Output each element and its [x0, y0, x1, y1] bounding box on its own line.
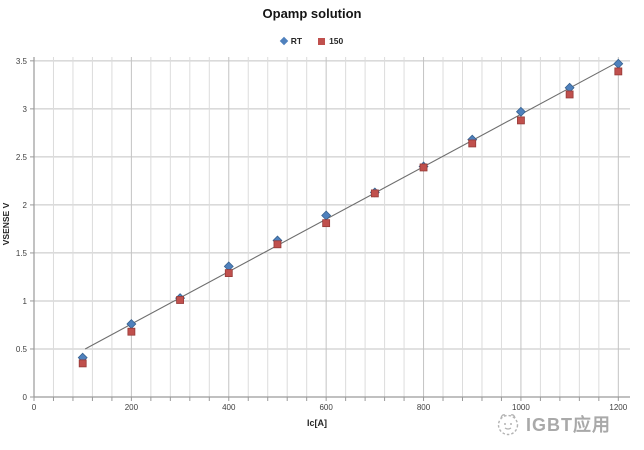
data-point-rt[interactable] — [515, 106, 526, 117]
y-tick-label: 1 — [23, 297, 28, 306]
y-tick-label: 0.5 — [16, 345, 28, 354]
y-tick-label: 2 — [23, 201, 28, 210]
legend-label-rt: RT — [290, 36, 303, 46]
data-point-150[interactable] — [468, 139, 477, 148]
mascot-sketch-icon — [497, 414, 519, 436]
x-tick-label: 1200 — [609, 403, 627, 412]
data-point-150[interactable] — [127, 327, 136, 336]
y-axis-title: VSENSE V — [1, 202, 11, 246]
legend-label-150: 150 — [329, 36, 344, 46]
chart-legend: RT 150 — [0, 36, 624, 46]
watermark-text: IGBT应用 — [526, 415, 611, 435]
square-marker-icon — [318, 37, 326, 45]
x-tick-label: 1000 — [512, 403, 530, 412]
data-point-150[interactable] — [565, 90, 574, 99]
data-point-rt[interactable] — [126, 319, 137, 329]
x-tick-label: 0 — [32, 403, 37, 412]
y-tick-label: 3 — [23, 105, 28, 114]
data-point-150[interactable] — [614, 67, 623, 76]
data-point-150[interactable] — [176, 296, 184, 304]
data-point-150[interactable] — [224, 269, 233, 278]
legend-item-rt[interactable]: RT — [279, 36, 303, 46]
x-tick-label: 800 — [417, 403, 431, 412]
data-point-150[interactable] — [273, 240, 282, 249]
data-point-150[interactable] — [78, 359, 87, 368]
x-tick-label: 400 — [222, 403, 236, 412]
data-point-150[interactable] — [370, 189, 379, 198]
y-tick-label: 3.5 — [16, 57, 28, 66]
data-point-150[interactable] — [322, 219, 331, 228]
chart-title: Opamp solution — [262, 6, 362, 21]
y-tick-label: 1.5 — [16, 249, 28, 258]
data-point-rt[interactable] — [321, 210, 332, 221]
x-tick-label: 200 — [125, 403, 139, 412]
x-axis-title: Ic[A] — [307, 418, 327, 428]
data-point-150[interactable] — [419, 163, 428, 172]
watermark: IGBT应用 — [495, 411, 611, 437]
legend-item-150[interactable]: 150 — [318, 36, 343, 46]
data-point-150[interactable] — [517, 116, 525, 125]
x-tick-label: 600 — [319, 403, 333, 412]
y-tick-label: 2.5 — [16, 153, 28, 162]
trendline — [84, 61, 619, 350]
y-tick-label: 0 — [23, 393, 28, 402]
